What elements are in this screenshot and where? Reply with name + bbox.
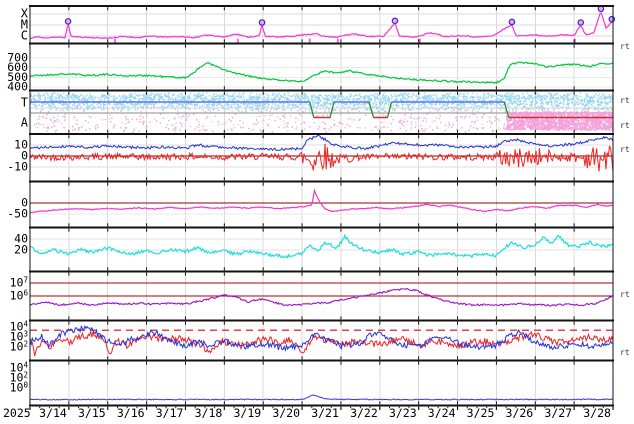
y-axis-label: 100 (10, 381, 29, 395)
y-axis-label: C (21, 29, 28, 43)
x-axis-day-label: 3/19 (233, 406, 262, 420)
series-bz (30, 143, 613, 173)
flare-marker-circle (258, 19, 266, 26)
scatter-density-dots-sparse (36, 113, 506, 133)
series-proton (30, 287, 613, 307)
x-axis-day-label: 3/28 (583, 406, 611, 420)
x-axis-day-label: 3/21 (311, 406, 339, 420)
rt-annotation: rt (620, 145, 630, 154)
panel-temperature-density (30, 90, 613, 134)
y-axis-label: 106 (10, 289, 29, 303)
panel-imf-bz-bt (30, 134, 613, 182)
y-axis-label: 20 (14, 243, 28, 257)
panel-high-energy-bottom (30, 360, 613, 406)
flare-marker-circle (608, 15, 616, 23)
y-axis-label: 40 (14, 232, 28, 246)
y-axis-label: -50 (7, 207, 28, 221)
x-axis-day-label: 3/20 (272, 406, 301, 420)
x-axis-day-label: 3/22 (350, 406, 378, 420)
flare-marker-circle (508, 18, 516, 26)
y-axis-label: A (21, 116, 29, 130)
y-axis-label: 102 (10, 371, 28, 385)
x-axis-day-label: 3/14 (39, 406, 67, 420)
rt-annotation: rt (620, 290, 630, 299)
x-axis-year-label: 2025 (3, 406, 31, 420)
y-axis-label: -10 (7, 160, 28, 174)
series-goes-xray (30, 12, 613, 40)
flare-marker-circle (391, 17, 399, 25)
y-axis-label: 107 (10, 276, 28, 290)
x-axis-day-label: 3/18 (194, 406, 223, 420)
series-flux-blue (30, 324, 613, 353)
rt-annotation: rt (620, 42, 630, 51)
y-axis-label: 103 (10, 330, 28, 344)
panel-xray-flux (30, 6, 613, 44)
series-bt (30, 134, 613, 152)
scatter-density-band (506, 111, 613, 131)
y-axis-label: X (21, 7, 29, 21)
panel-dst-index (30, 181, 613, 228)
y-axis-label: 104 (10, 361, 29, 375)
series-wind-speed (30, 61, 613, 85)
series-background (30, 394, 613, 401)
scatter-grey-dots-a (34, 113, 612, 132)
y-axis-label: 0 (21, 149, 28, 163)
x-axis-day-label: 3/23 (388, 406, 417, 420)
status-ramp (503, 101, 510, 118)
series-flux-red (30, 330, 613, 357)
y-axis-label: 10 (14, 138, 28, 152)
series-dst (30, 188, 613, 214)
panel-geomag-activity (30, 227, 613, 272)
y-axis-label: 600 (7, 60, 28, 74)
y-axis-label: 400 (7, 80, 28, 94)
x-axis-day-label: 3/26 (505, 406, 534, 420)
x-axis-day-label: 3/17 (155, 406, 184, 420)
flare-marker-circle (64, 18, 72, 25)
x-axis-day-label: 3/27 (544, 406, 573, 420)
x-axis-day-label: 3/16 (116, 406, 145, 420)
y-axis-label: 0 (21, 196, 28, 210)
y-axis-label: 500 (7, 70, 28, 84)
x-axis-day-label: 3/25 (466, 406, 495, 420)
series-activity (30, 233, 613, 259)
y-axis-label: 104 (10, 320, 29, 334)
panel-proton-flux (30, 271, 613, 321)
flare-marker-circle (577, 19, 585, 26)
rt-annotation: rt (620, 348, 630, 357)
status-ramp (386, 101, 393, 118)
status-ramp (329, 101, 335, 118)
x-axis-day-label: 3/24 (427, 406, 456, 420)
panel-solar-wind-speed (30, 43, 613, 91)
y-axis-label: M (21, 18, 28, 32)
y-axis-label: 102 (10, 340, 28, 354)
rt-annotation: rt (620, 96, 630, 105)
status-ramp (368, 101, 375, 118)
y-axis-label: 700 (7, 51, 28, 65)
scatter-grey-dots-t (34, 102, 613, 113)
rt-annotation: rt (620, 121, 630, 130)
x-axis-day-label: 3/15 (78, 406, 106, 420)
status-ramp (309, 101, 315, 118)
panel-electron-proton-low (30, 320, 613, 361)
y-axis-label: T (21, 96, 28, 110)
